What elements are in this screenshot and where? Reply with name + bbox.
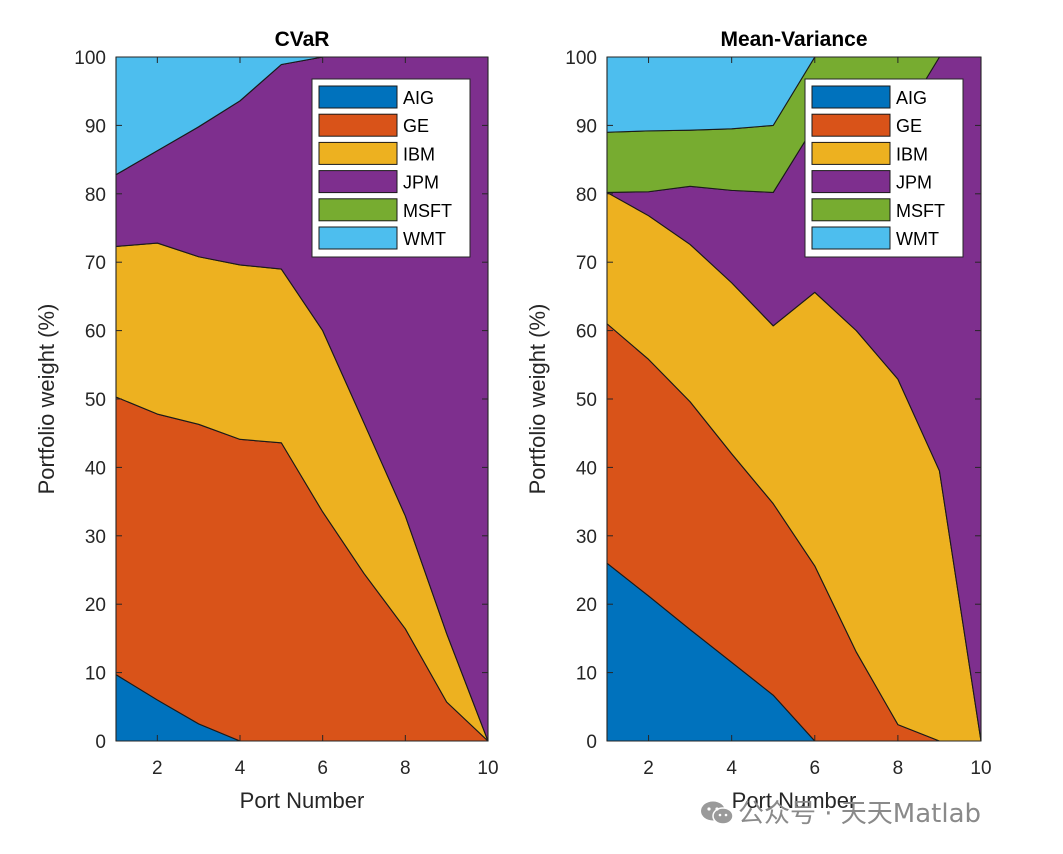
legend-swatch-msft <box>811 198 891 222</box>
y-tick-label: 30 <box>85 527 106 548</box>
y-tick-label: 20 <box>576 595 597 616</box>
x-tick-label: 8 <box>893 758 904 779</box>
legend-label-jpm: JPM <box>403 173 439 193</box>
y-tick-label: 0 <box>95 732 106 753</box>
y-tick-label: 80 <box>576 185 597 206</box>
x-tick-label: 2 <box>643 758 654 779</box>
y-tick-label: 100 <box>74 48 106 69</box>
y-tick-label: 90 <box>576 116 597 137</box>
y-tick-label: 10 <box>576 664 597 685</box>
x-tick-label: 6 <box>317 758 328 779</box>
legend-label-aig: AIG <box>896 88 927 108</box>
x-axis-label: Port Number <box>732 788 857 813</box>
y-tick-label: 10 <box>85 664 106 685</box>
y-tick-label: 30 <box>576 527 597 548</box>
legend-label-msft: MSFT <box>403 201 452 221</box>
x-tick-label: 4 <box>726 758 737 779</box>
legend-swatch-ibm <box>318 141 398 165</box>
wechat-icon <box>701 801 734 825</box>
x-tick-label: 6 <box>809 758 820 779</box>
x-tick-label: 10 <box>970 758 991 779</box>
y-tick-label: 50 <box>85 390 106 411</box>
y-tick-label: 70 <box>85 253 106 274</box>
legend-swatch-jpm <box>811 170 891 194</box>
watermark-text: 公众号 · 天天Matlab <box>738 799 982 829</box>
legend-label-ibm: IBM <box>896 144 928 164</box>
x-tick-label: 8 <box>400 758 411 779</box>
legend-label-ge: GE <box>403 116 429 136</box>
legend-swatch-msft <box>318 198 398 222</box>
legend-swatch-ge <box>811 113 891 137</box>
x-tick-label: 10 <box>477 758 498 779</box>
y-tick-label: 20 <box>85 595 106 616</box>
y-axis-label: Portfolio weight (%) <box>34 304 59 495</box>
y-axis-label: Portfolio weight (%) <box>525 304 550 495</box>
y-tick-label: 90 <box>85 116 106 137</box>
legend-swatch-wmt <box>811 226 891 250</box>
y-tick-label: 70 <box>576 253 597 274</box>
y-tick-label: 50 <box>576 390 597 411</box>
y-tick-label: 40 <box>576 458 597 479</box>
chart-panel-cvar: 0 10 20 30 40 50 60 70 80 90 100 2 4 6 8 10 CVaR Port Num… <box>34 28 499 813</box>
legend-swatch-ibm <box>811 141 891 165</box>
watermark: 公众号 · 天天Matlab <box>700 793 981 830</box>
legend-label-jpm: JPM <box>896 173 932 193</box>
legend: AIG GE IBM JPM MSFT WMT <box>311 78 471 258</box>
legend: AIG GE IBM JPM MSFT WMT <box>804 78 964 258</box>
y-tick-label: 60 <box>85 322 106 343</box>
legend-label-wmt: WMT <box>896 229 939 249</box>
legend-label-wmt: WMT <box>403 229 446 249</box>
y-tick-label: 0 <box>586 732 597 753</box>
x-tick-label: 4 <box>235 758 246 779</box>
chart-title: Mean-Variance <box>720 28 867 51</box>
legend-swatch-aig <box>811 85 891 109</box>
legend-swatch-wmt <box>318 226 398 250</box>
y-tick-label: 40 <box>85 458 106 479</box>
y-tick-label: 60 <box>576 322 597 343</box>
legend-label-aig: AIG <box>403 88 434 108</box>
legend-label-ibm: IBM <box>403 144 435 164</box>
y-tick-label: 80 <box>85 185 106 206</box>
legend-swatch-ge <box>318 113 398 137</box>
chart-panel-mean-variance: 0 10 20 30 40 50 60 70 80 90 100 2 4 6 8 10 Mean-Varianc… <box>525 28 992 813</box>
chart-title: CVaR <box>275 28 330 51</box>
x-tick-label: 2 <box>152 758 163 779</box>
legend-label-ge: GE <box>896 116 922 136</box>
legend-label-msft: MSFT <box>896 201 945 221</box>
legend-swatch-jpm <box>318 170 398 194</box>
x-axis-label: Port Number <box>240 788 365 813</box>
legend-swatch-aig <box>318 85 398 109</box>
y-tick-label: 100 <box>565 48 597 69</box>
